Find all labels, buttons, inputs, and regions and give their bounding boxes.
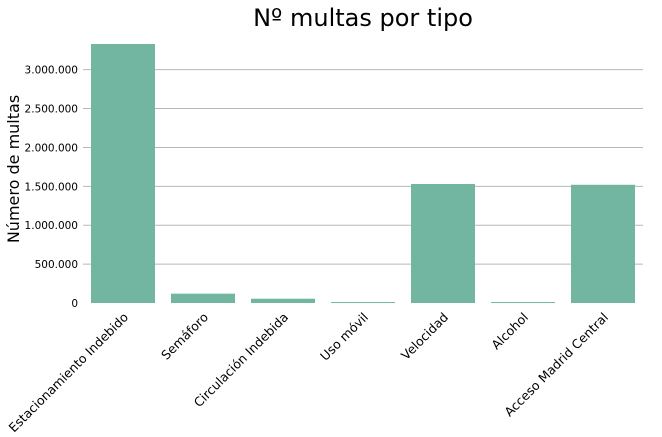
bar — [411, 184, 475, 303]
gridlines — [83, 69, 643, 265]
x-tick-label: Velocidad — [398, 310, 451, 363]
y-tick-label: 1.000.000 — [25, 220, 78, 232]
y-axis-label: Número de multas — [4, 95, 23, 243]
x-tick-label: Semáforo — [158, 310, 211, 363]
y-tick-label: 1.500.000 — [25, 181, 78, 193]
bar — [91, 44, 155, 303]
y-tick-label: 0 — [71, 298, 78, 310]
y-tick-labels: 0 500.000 1.000.000 1.500.000 2.000.000 2.500… — [25, 65, 78, 310]
y-tick-label: 2.500.000 — [25, 104, 78, 116]
bar — [331, 302, 395, 304]
bars — [91, 44, 635, 304]
y-tick-label: 500.000 — [35, 259, 78, 271]
chart-title: Nº multas por tipo — [253, 4, 473, 32]
x-tick-label: Uso móvil — [317, 310, 371, 364]
bar — [491, 302, 555, 304]
y-tick-label: 3.000.000 — [25, 65, 78, 77]
y-tick-label: 2.000.000 — [25, 142, 78, 154]
bar — [571, 184, 635, 303]
bar — [171, 293, 235, 303]
x-tick-label: Estacionamiento Indebido — [6, 310, 132, 436]
x-tick-labels: Estacionamiento Indebido SemáforoCirculac… — [6, 310, 612, 436]
bar — [251, 298, 315, 303]
x-tick-label: Alcohol — [488, 310, 531, 353]
